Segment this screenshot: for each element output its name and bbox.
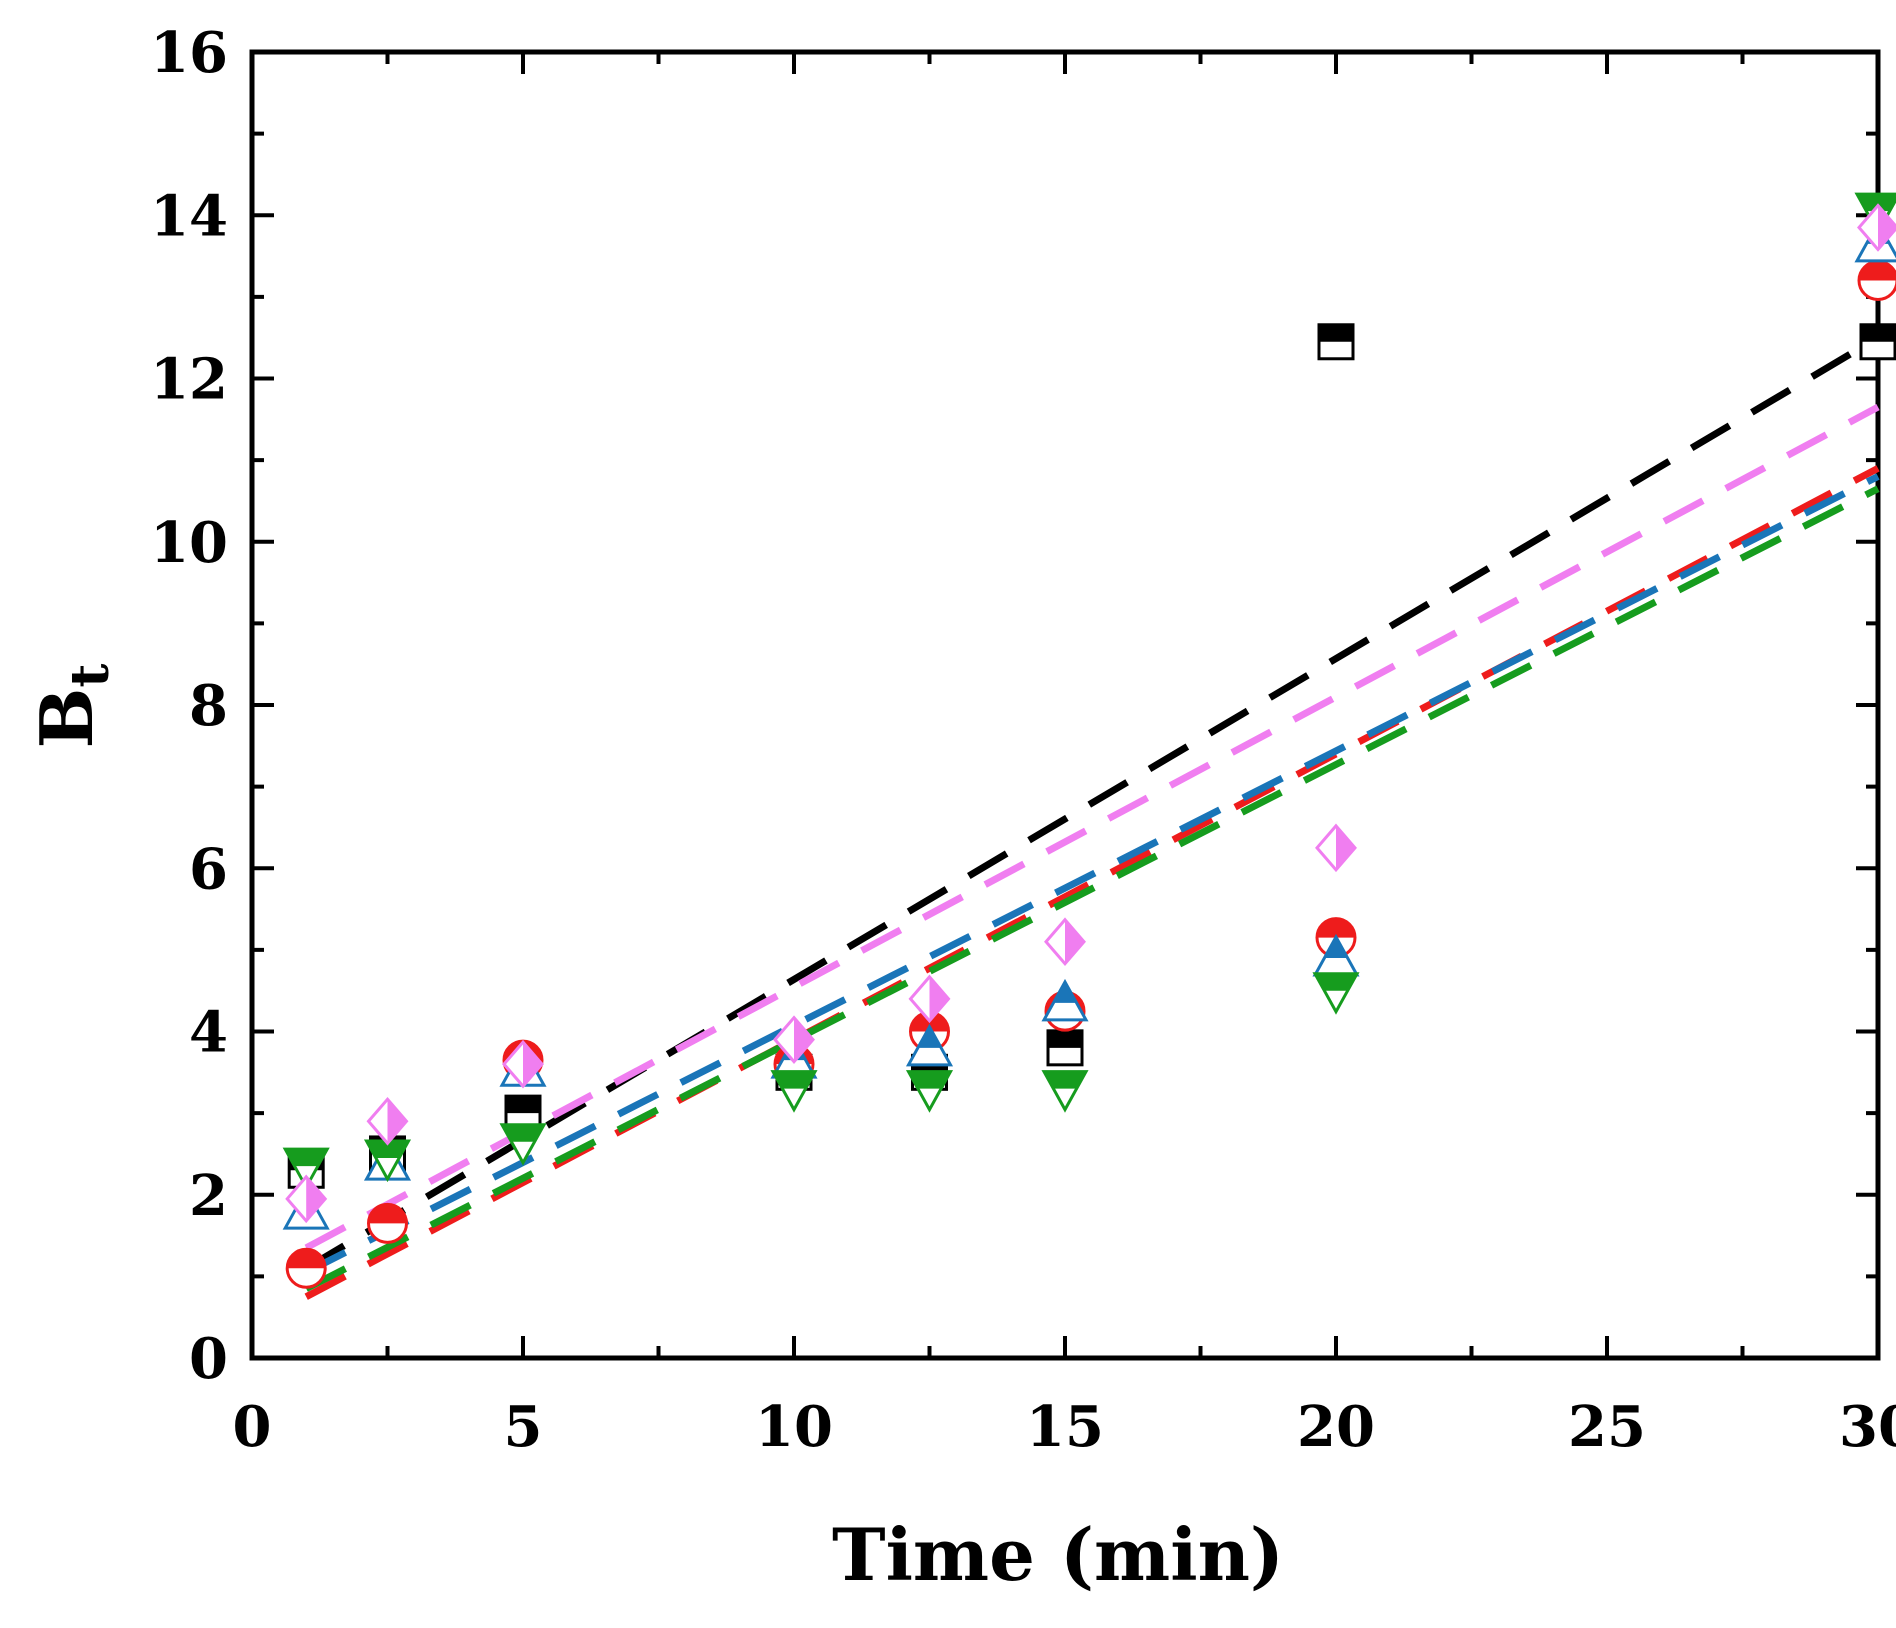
y-axis-title-main: B	[24, 688, 109, 749]
data-point-series-5-magenta	[1857, 203, 1896, 252]
data-point-series-3-blue	[905, 1023, 954, 1067]
y-tick-label: 14	[150, 183, 228, 249]
data-point-series-5-magenta	[285, 1174, 328, 1224]
axes: 0 5 10 15 20 25 30 0 2 4 6 8 10 12 14 16	[150, 20, 1896, 1460]
x-tick-label: 0	[233, 1394, 272, 1460]
x-tick-label: 25	[1568, 1394, 1646, 1460]
data-point-series-4-green	[770, 1070, 818, 1113]
data-point-series-4-green	[1041, 1070, 1089, 1113]
data-point-series-5-magenta	[1315, 823, 1357, 873]
y-tick-label: 0	[189, 1326, 228, 1392]
y-tick-label: 10	[150, 510, 228, 576]
fit-line-series-3-blue	[304, 473, 1880, 1276]
x-tick-label: 20	[1297, 1394, 1375, 1460]
data-point-series-1-black	[1317, 323, 1355, 361]
data-point-series-4-green	[363, 1139, 412, 1183]
x-tick-label: 5	[504, 1394, 543, 1460]
data-point-series-1-black	[1046, 1029, 1084, 1067]
y-tick-label: 12	[150, 347, 228, 413]
data-point-series-2-red	[285, 1247, 327, 1289]
data-point-series-4-green	[499, 1123, 547, 1166]
axis-labels: Time (min) Bt	[24, 664, 1284, 1597]
fit-line-series-4-green	[304, 485, 1880, 1292]
x-tick-label: 30	[1839, 1394, 1896, 1460]
y-tick-label: 4	[189, 1000, 228, 1066]
x-tick-label: 15	[1026, 1394, 1104, 1460]
data-point-series-4-green	[1312, 972, 1360, 1015]
data-point-series-2-red	[367, 1202, 408, 1244]
x-tick-label: 10	[755, 1394, 833, 1460]
series-series-5-magenta	[285, 203, 1896, 1224]
y-tick-label: 8	[189, 673, 228, 739]
fit-lines	[304, 334, 1880, 1300]
data-point-series-3-blue	[1041, 978, 1089, 1022]
plot-frame	[249, 49, 1881, 1361]
x-axis-title: Time (min)	[832, 1512, 1284, 1597]
data-point-series-1-black	[1859, 323, 1896, 361]
data-points	[282, 192, 1896, 1289]
fit-line-series-1-black	[304, 334, 1880, 1272]
data-point-series-4-green	[905, 1070, 954, 1113]
data-point-series-5-magenta	[366, 1096, 409, 1146]
data-point-series-5-magenta	[1044, 917, 1086, 967]
series-series-4-green	[282, 192, 1896, 1191]
y-tick-label: 6	[189, 836, 228, 902]
data-point-series-4-green	[282, 1147, 330, 1191]
y-tick-label: 16	[150, 20, 228, 86]
data-point-series-5-magenta	[502, 1039, 544, 1089]
data-point-series-2-red	[1857, 260, 1896, 302]
svg-text:Bt: Bt	[24, 664, 121, 749]
y-tick-label: 2	[189, 1163, 228, 1229]
fit-line-series-5-magenta	[304, 403, 1880, 1251]
y-axis-title: Bt	[24, 664, 121, 749]
data-point-series-5-magenta	[773, 1015, 815, 1064]
data-point-series-5-magenta	[908, 974, 951, 1024]
y-axis-title-sub: t	[60, 664, 121, 688]
